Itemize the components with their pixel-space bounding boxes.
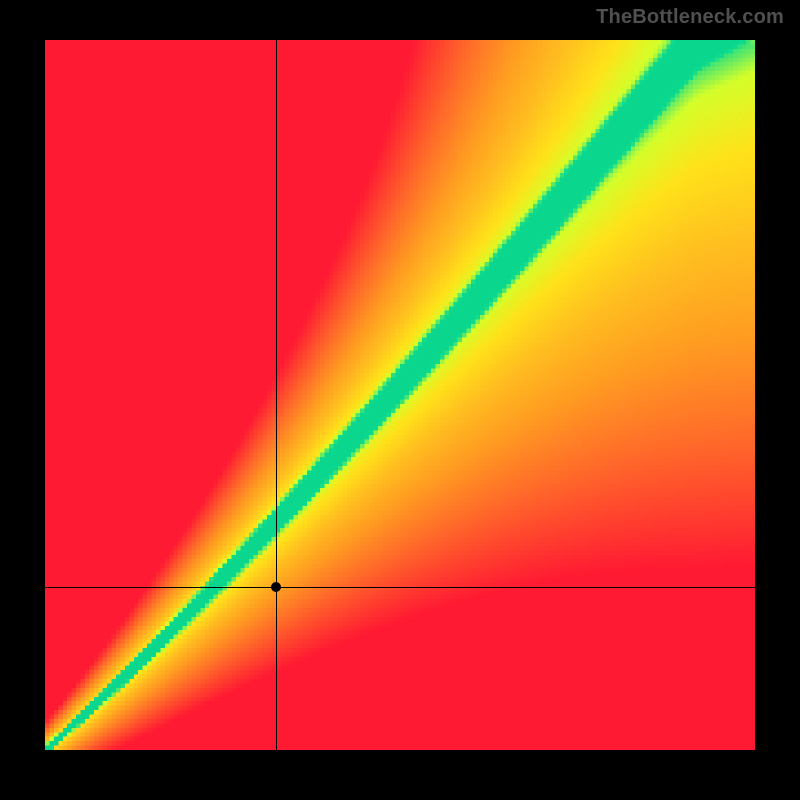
- crosshair-horizontal: [45, 587, 755, 588]
- marker-dot: [271, 582, 281, 592]
- crosshair-vertical: [276, 40, 277, 750]
- heatmap-canvas: [45, 40, 755, 750]
- chart-container: { "watermark": { "text": "TheBottleneck.…: [0, 0, 800, 800]
- heatmap-plot: [45, 40, 755, 750]
- watermark-text: TheBottleneck.com: [596, 6, 784, 29]
